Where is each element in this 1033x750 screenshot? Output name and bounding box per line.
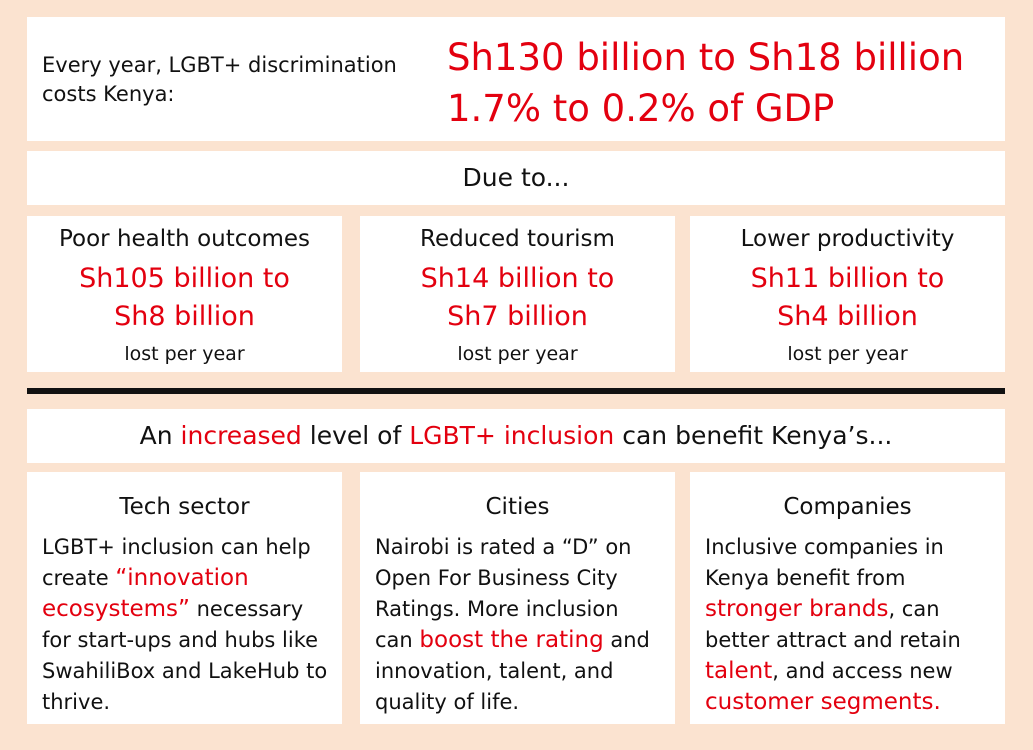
cause-title: Lower productivity [740,226,955,252]
benefit-highlight: boost the rating [419,627,604,653]
cause-amount-line: Sh8 billion [114,301,255,332]
benefit-text: , can better attract and retain [705,597,961,652]
benefit-text: Inclusive companies in Kenya benefit fro… [705,535,944,590]
benefit-title: Companies [783,494,912,520]
annual-cost-figures: Sh130 billion to Sh18 billion 1.7% to 0.… [447,32,964,134]
benefit-text: LGBT+ inclusion can help create [42,535,311,590]
inclusion-highlight-lgbt: LGBT+ inclusion [409,421,615,450]
benefit-text: , and access new [772,659,953,683]
cause-card-tourism: Reduced tourism Sh14 billion to Sh7 bill… [360,216,675,372]
cause-title: Poor health outcomes [58,226,310,252]
benefit-card-companies: Companies Inclusive companies in Kenya b… [690,472,1005,724]
cause-amount-line: Sh105 billion to [79,263,290,294]
benefit-card-cities: Cities Nairobi is rated a “D” on Open Fo… [360,472,675,724]
cause-sub: lost per year [124,343,245,365]
benefit-text: necessary for start-ups and hubs like Sw… [42,597,328,714]
cause-card-productivity: Lower productivity Sh11 billion to Sh4 b… [690,216,1005,372]
cause-amount-line: Sh11 billion to [750,263,945,294]
cause-card-health: Poor health outcomes Sh105 billion to Sh… [27,216,342,372]
benefit-highlight: customer segments [705,689,934,715]
due-to-banner: Due to... [27,151,1005,205]
benefit-card-tech: Tech sector LGBT+ inclusion can help cre… [27,472,342,724]
cause-sub: lost per year [787,343,908,365]
cause-amount: Sh11 billion to Sh4 billion [690,260,1005,336]
cost-range: Sh130 billion to Sh18 billion [447,36,965,79]
cause-amount: Sh105 billion to Sh8 billion [27,260,342,336]
inclusion-prefix: An [139,421,173,450]
annual-cost-lead: Every year, LGBT+ discrimination costs K… [42,53,397,106]
inclusion-highlight-increased: increased [180,421,302,450]
cause-amount-line: Sh7 billion [447,301,588,332]
inclusion-middle: level of [309,421,402,450]
benefit-highlight: stronger brands [705,596,889,622]
benefit-body: Inclusive companies in Kenya benefit fro… [705,532,991,718]
cause-sub: lost per year [457,343,578,365]
benefit-text: . [933,689,941,715]
inclusion-suffix: can benefit Kenya’s... [622,421,893,450]
benefit-highlight: talent [705,658,773,684]
cause-amount-line: Sh4 billion [777,301,918,332]
benefit-text: and innovation, talent, and quality of l… [375,628,650,714]
benefit-text: Nairobi is rated a “D” on Open For Busin… [375,535,632,652]
cause-title: Reduced tourism [420,226,615,252]
section-divider [27,388,1005,394]
benefit-body: Nairobi is rated a “D” on Open For Busin… [375,532,661,718]
benefit-title: Cities [485,494,550,520]
gdp-range: 1.7% to 0.2% of GDP [447,87,835,130]
inclusion-banner: An increased level of LGBT+ inclusion ca… [27,409,1005,463]
annual-cost-panel: Every year, LGBT+ discrimination costs K… [27,17,1005,141]
cause-amount: Sh14 billion to Sh7 billion [360,260,675,336]
benefit-title: Tech sector [119,494,250,520]
benefit-body: LGBT+ inclusion can help create “innovat… [42,532,328,718]
cause-amount-line: Sh14 billion to [420,263,615,294]
benefit-highlight: “innovation ecosystems” [42,565,249,622]
